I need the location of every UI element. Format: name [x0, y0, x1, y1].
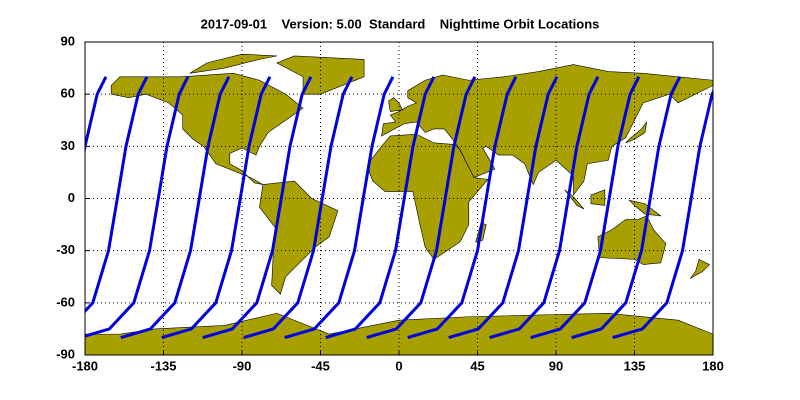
plot-area [85, 42, 713, 355]
africa [369, 134, 488, 259]
orbit-track [161, 76, 272, 340]
orbit-track [202, 76, 313, 340]
orbit-track [571, 76, 682, 340]
x-tick-label: 0 [395, 358, 402, 373]
south-america [259, 181, 337, 294]
orbit-track [612, 89, 713, 340]
orbit-track [85, 76, 149, 314]
ticks: -180 -135 -90 -45 0 45 90 135 180 -90 -60 -30 0 30 60 9… [56, 33, 724, 373]
y-tick-label: -90 [56, 346, 75, 361]
y-tick-label: -30 [56, 242, 75, 257]
britain [389, 98, 403, 112]
x-tick-label: 45 [470, 358, 484, 373]
y-tick-label: -60 [56, 294, 75, 309]
orbit-track [366, 76, 477, 340]
orbit-track [120, 76, 231, 340]
x-tick-label: -135 [150, 358, 176, 373]
arctic-islands [190, 54, 277, 73]
orbit-track [85, 76, 108, 156]
y-tick-label: 90 [61, 33, 75, 48]
orbit-track [325, 76, 436, 340]
orbit-track [448, 76, 559, 340]
orbit-track [407, 76, 518, 340]
orbit-track [489, 76, 600, 340]
chart-title: 2017-09-01 Version: 5.00 Standard Nightt… [201, 16, 600, 31]
north-america [111, 73, 303, 184]
x-tick-label: -45 [311, 358, 330, 373]
x-tick-label: 135 [624, 358, 646, 373]
australia [598, 216, 666, 265]
y-tick-label: 30 [61, 138, 75, 153]
new-zealand [690, 259, 709, 278]
orbit-track [243, 76, 354, 340]
x-tick-label: 180 [702, 358, 724, 373]
x-tick-label: -180 [72, 358, 98, 373]
greenland [277, 56, 364, 94]
x-tick-label: 90 [549, 358, 563, 373]
japan [626, 122, 647, 143]
orbit-track [85, 76, 190, 338]
y-tick-label: 60 [61, 86, 75, 101]
new-guinea [629, 200, 660, 216]
orbit-track [530, 76, 641, 340]
borneo [591, 190, 605, 206]
x-tick-label: -90 [233, 358, 252, 373]
y-tick-label: 0 [68, 190, 75, 205]
orbit-track [284, 76, 395, 340]
tracks [85, 76, 713, 340]
